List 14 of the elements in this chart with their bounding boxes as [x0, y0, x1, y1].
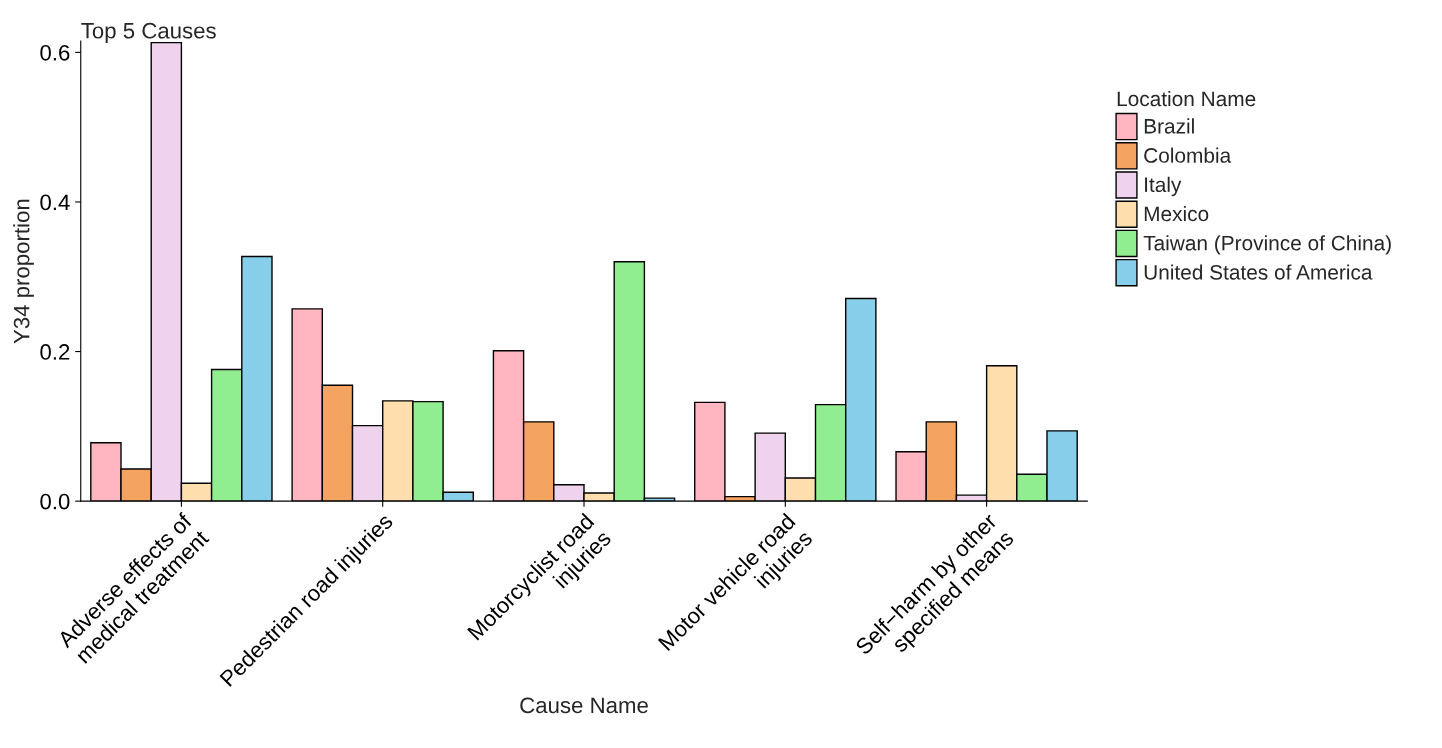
legend-label: Italy [1145, 176, 1182, 197]
y-tick-label: 0.6 [40, 44, 70, 61]
x-axis-title: Cause Name [520, 697, 648, 714]
y-axis-title: Y34 proportion [13, 199, 34, 344]
y-tick-label: 0.0 [40, 493, 70, 510]
legend-label: Colombia [1144, 147, 1232, 163]
legend-label: Mexico [1144, 205, 1209, 222]
chart-title: Top 5 Causes [81, 22, 216, 43]
y-tick-label: 0.4 [40, 194, 70, 211]
legend-label: Brazil [1144, 118, 1194, 134]
legend-label: Taiwan (Province of China) [1143, 235, 1391, 255]
legend-label: United States of America [1144, 264, 1373, 280]
legend-title: Location Name [1117, 90, 1256, 107]
y-tick-label: 0.2 [40, 344, 70, 360]
